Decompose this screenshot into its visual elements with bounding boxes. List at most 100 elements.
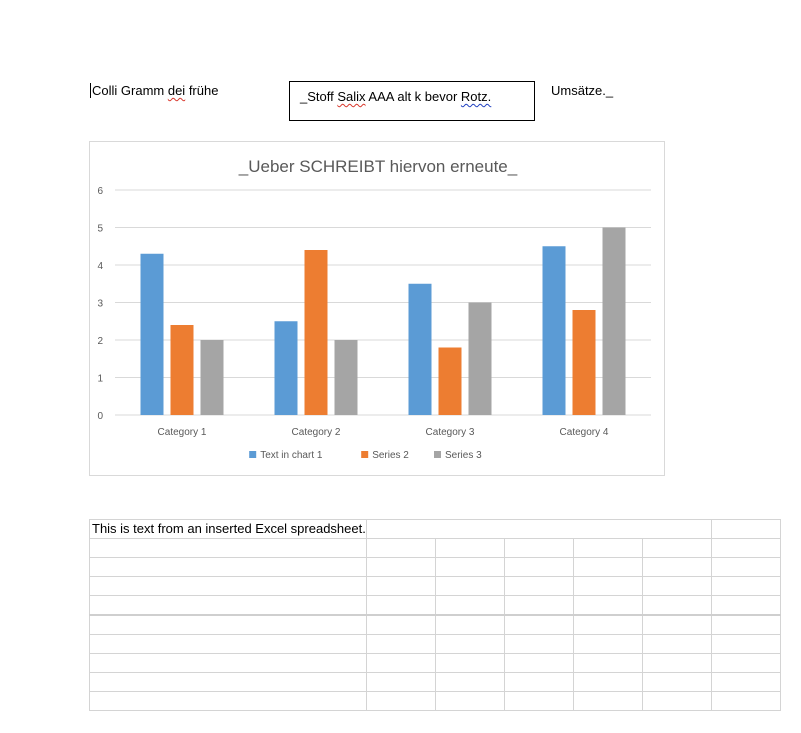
spreadsheet-cell[interactable] bbox=[710, 672, 781, 692]
spreadsheet-cell[interactable] bbox=[434, 557, 505, 577]
embedded-chart[interactable]: _Ueber SCHREIBT hiervon erneute_ 0 1 2 3 4 5 6 C… bbox=[89, 141, 665, 476]
spreadsheet-cell[interactable] bbox=[573, 519, 643, 539]
spreadsheet-cell[interactable] bbox=[710, 614, 781, 635]
spreadsheet-cell[interactable] bbox=[365, 557, 436, 577]
bar bbox=[572, 310, 596, 415]
y-tick-label: 0 bbox=[97, 411, 103, 422]
spreadsheet-cell[interactable] bbox=[503, 557, 574, 577]
spreadsheet-cell[interactable] bbox=[89, 557, 367, 577]
spreadsheet-cell[interactable] bbox=[641, 634, 712, 654]
document-text-left: Colli Gramm dei frühe bbox=[90, 83, 218, 99]
spreadsheet-cell[interactable] bbox=[503, 576, 574, 596]
spreadsheet-cell[interactable] bbox=[503, 653, 574, 673]
spreadsheet-cell[interactable] bbox=[434, 691, 505, 711]
bar bbox=[542, 246, 566, 415]
spreadsheet-cell[interactable] bbox=[641, 691, 712, 711]
spreadsheet-row: This is text from an inserted Excel spre… bbox=[89, 519, 781, 539]
spreadsheet-row bbox=[89, 576, 781, 596]
spreadsheet-row bbox=[89, 614, 781, 635]
spreadsheet-cell[interactable] bbox=[572, 557, 643, 577]
embedded-spreadsheet[interactable]: This is text from an inserted Excel spre… bbox=[89, 519, 781, 711]
bar bbox=[602, 227, 626, 415]
spreadsheet-row bbox=[89, 557, 781, 577]
spreadsheet-cell[interactable] bbox=[572, 538, 643, 558]
spreadsheet-row bbox=[89, 653, 781, 673]
spreadsheet-cell[interactable] bbox=[572, 691, 643, 711]
spreadsheet-cell[interactable] bbox=[89, 614, 367, 635]
spreadsheet-cell[interactable] bbox=[365, 595, 436, 616]
spreadsheet-cell[interactable] bbox=[641, 576, 712, 596]
spreadsheet-cell[interactable] bbox=[365, 538, 436, 558]
spreadsheet-cell[interactable] bbox=[89, 653, 367, 673]
spreadsheet-cell[interactable] bbox=[503, 634, 574, 654]
bar bbox=[140, 253, 164, 415]
document-text-right: Umsätze._ bbox=[551, 83, 614, 98]
spreadsheet-cell[interactable] bbox=[572, 653, 643, 673]
y-tick-label: 2 bbox=[97, 336, 103, 347]
spreadsheet-cell[interactable] bbox=[504, 519, 574, 539]
spreadsheet-cell[interactable] bbox=[434, 576, 505, 596]
spreadsheet-cell[interactable] bbox=[89, 538, 367, 558]
bar bbox=[304, 250, 328, 415]
spreadsheet-cell[interactable] bbox=[434, 614, 505, 635]
spreadsheet-cell[interactable] bbox=[641, 672, 712, 692]
left-text-part2: frühe bbox=[185, 83, 219, 98]
spreadsheet-cell[interactable] bbox=[365, 672, 436, 692]
spreadsheet-cell[interactable] bbox=[641, 614, 712, 635]
spreadsheet-cell[interactable] bbox=[710, 557, 781, 577]
spreadsheet-cell[interactable] bbox=[710, 653, 781, 673]
spreadsheet-cell[interactable] bbox=[710, 634, 781, 654]
text-box[interactable]: _Stoff Salix AAA alt k bevor Rotz. bbox=[289, 81, 535, 121]
y-tick-label: 3 bbox=[97, 299, 103, 310]
spreadsheet-cell[interactable] bbox=[434, 653, 505, 673]
spreadsheet-cell[interactable] bbox=[365, 691, 436, 711]
textbox-middle: AAA alt k bevor bbox=[365, 89, 461, 104]
spreadsheet-cell[interactable] bbox=[572, 672, 643, 692]
spreadsheet-cell[interactable] bbox=[366, 519, 436, 539]
spreadsheet-cell[interactable] bbox=[710, 691, 781, 711]
spreadsheet-cell[interactable] bbox=[434, 634, 505, 654]
spreadsheet-cell-a1[interactable]: This is text from an inserted Excel spre… bbox=[89, 519, 367, 539]
spreadsheet-cell[interactable] bbox=[641, 557, 712, 577]
spreadsheet-cell[interactable] bbox=[89, 672, 367, 692]
spreadsheet-cell[interactable] bbox=[503, 614, 574, 635]
bar bbox=[334, 340, 358, 415]
spreadsheet-cell[interactable] bbox=[710, 595, 781, 616]
spreadsheet-cell[interactable] bbox=[641, 653, 712, 673]
spreadsheet-cell[interactable] bbox=[434, 672, 505, 692]
y-tick-label: 4 bbox=[97, 261, 103, 272]
spreadsheet-cell[interactable] bbox=[641, 519, 712, 539]
spreadsheet-cell[interactable] bbox=[503, 595, 574, 616]
spreadsheet-row bbox=[89, 595, 781, 616]
spreadsheet-cell[interactable] bbox=[572, 614, 643, 635]
spreadsheet-cell[interactable] bbox=[365, 614, 436, 635]
spreadsheet-cell[interactable] bbox=[365, 576, 436, 596]
spreadsheet-cell[interactable] bbox=[641, 538, 712, 558]
spreadsheet-cell[interactable] bbox=[710, 538, 781, 558]
spreadsheet-cell[interactable] bbox=[503, 672, 574, 692]
spreadsheet-cell[interactable] bbox=[89, 576, 367, 596]
spreadsheet-cell[interactable] bbox=[89, 691, 367, 711]
spreadsheet-cell[interactable] bbox=[572, 634, 643, 654]
spreadsheet-cell[interactable] bbox=[503, 691, 574, 711]
legend-swatch bbox=[249, 451, 257, 458]
spreadsheet-cell[interactable] bbox=[641, 595, 712, 616]
spreadsheet-cell[interactable] bbox=[89, 634, 367, 654]
spreadsheet-cell[interactable] bbox=[710, 576, 781, 596]
legend-swatch bbox=[434, 451, 441, 458]
chart-canvas: _Ueber SCHREIBT hiervon erneute_ 0 1 2 3 4 5 6 C… bbox=[97, 157, 651, 461]
spreadsheet-cell[interactable] bbox=[710, 519, 781, 539]
spreadsheet-cell[interactable] bbox=[435, 519, 505, 539]
spreadsheet-cell[interactable] bbox=[434, 538, 505, 558]
x-tick-label: Category 4 bbox=[560, 427, 609, 438]
bar bbox=[468, 302, 492, 415]
spreadsheet-cell[interactable] bbox=[89, 595, 367, 616]
bar bbox=[438, 347, 462, 415]
legend-label: Series 2 bbox=[372, 450, 409, 461]
spreadsheet-cell[interactable] bbox=[572, 576, 643, 596]
spreadsheet-cell[interactable] bbox=[365, 634, 436, 654]
spreadsheet-cell[interactable] bbox=[503, 538, 574, 558]
spreadsheet-cell[interactable] bbox=[572, 595, 643, 616]
spreadsheet-cell[interactable] bbox=[365, 653, 436, 673]
spreadsheet-cell[interactable] bbox=[434, 595, 505, 616]
